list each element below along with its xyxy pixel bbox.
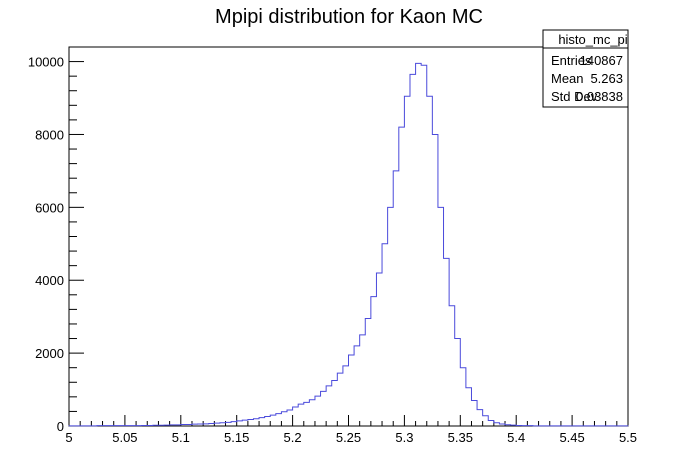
x-axis-tick-labels: 5 5.05 5.1 5.15 5.2 5.25 5.3 5.35 5.4 5.45 5.5 — [65, 430, 637, 445]
x-tick-label: 5.25 — [336, 430, 361, 445]
stats-mean-label: Mean — [551, 71, 584, 86]
stats-stddev-value: 0.03838 — [576, 89, 623, 104]
x-tick-label: 5 — [65, 430, 72, 445]
stats-entries-label: Entries — [551, 53, 592, 68]
y-tick-label: 6000 — [35, 200, 64, 215]
y-tick-label: 0 — [57, 419, 64, 434]
y-axis-tick-labels: 0 2000 4000 6000 8000 10000 — [28, 55, 64, 434]
stats-stddev-label: Std Dev — [551, 89, 598, 104]
x-tick-label: 5.1 — [172, 430, 190, 445]
x-tick-label: 5.2 — [284, 430, 302, 445]
x-tick-label: 5.15 — [224, 430, 249, 445]
stats-box: histo_mc_pi Entries 140867 Mean 5.263 St… — [542, 29, 629, 108]
x-tick-label: 5.45 — [559, 430, 584, 445]
stats-box-name: histo_mc_pi — [558, 32, 627, 47]
stats-entries-value: 140867 — [580, 53, 623, 68]
x-tick-label: 5.5 — [619, 430, 637, 445]
x-tick-label: 5.05 — [112, 430, 137, 445]
y-tick-label: 4000 — [35, 273, 64, 288]
x-tick-label: 5.35 — [448, 430, 473, 445]
x-tick-label: 5.3 — [395, 430, 413, 445]
stats-mean-value: 5.263 — [590, 71, 623, 86]
chart-title: Mpipi distribution for Kaon MC — [215, 6, 483, 28]
x-tick-label: 5.4 — [507, 430, 525, 445]
histogram-series-line — [68, 62, 629, 427]
y-tick-label: 8000 — [35, 127, 64, 142]
stats-box-frame — [542, 29, 629, 108]
y-tick-label: 2000 — [35, 346, 64, 361]
y-tick-label: 10000 — [28, 55, 64, 70]
